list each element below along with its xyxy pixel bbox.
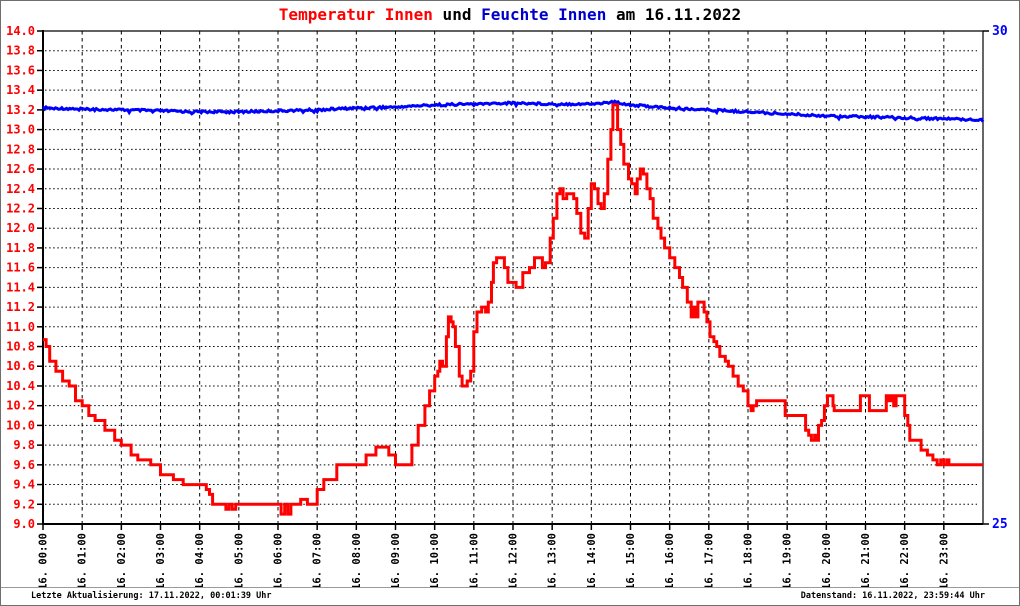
svg-text:25: 25 xyxy=(992,517,1008,532)
svg-text:13.0: 13.0 xyxy=(6,123,35,137)
svg-text:10.0: 10.0 xyxy=(6,418,35,432)
svg-text:16. 10:00: 16. 10:00 xyxy=(429,533,441,589)
svg-text:10.6: 10.6 xyxy=(6,359,35,373)
svg-text:16. 19:00: 16. 19:00 xyxy=(782,533,794,589)
svg-text:16. 08:00: 16. 08:00 xyxy=(351,533,363,589)
last-update-text: Letzte Aktualisierung: 17.11.2022, 00:01… xyxy=(31,591,272,601)
svg-text:10.4: 10.4 xyxy=(6,379,35,393)
svg-text:11.0: 11.0 xyxy=(6,320,35,334)
svg-text:10.2: 10.2 xyxy=(6,399,35,413)
svg-text:16. 12:00: 16. 12:00 xyxy=(508,533,520,589)
svg-text:13.8: 13.8 xyxy=(6,44,35,58)
svg-text:16. 13:00: 16. 13:00 xyxy=(547,533,559,589)
svg-text:13.6: 13.6 xyxy=(6,63,35,77)
svg-text:16. 11:00: 16. 11:00 xyxy=(468,533,480,589)
svg-text:30: 30 xyxy=(992,24,1008,39)
svg-text:16. 01:00: 16. 01:00 xyxy=(77,533,89,589)
svg-text:12.6: 12.6 xyxy=(6,162,35,176)
svg-text:16. 02:00: 16. 02:00 xyxy=(116,533,128,589)
svg-text:16. 22:00: 16. 22:00 xyxy=(899,533,911,589)
chart-title: Temperatur Innen und Feuchte Innen am 16… xyxy=(1,5,1019,24)
svg-text:16. 16:00: 16. 16:00 xyxy=(664,533,676,589)
svg-text:16. 21:00: 16. 21:00 xyxy=(860,533,872,589)
svg-text:12.0: 12.0 xyxy=(6,221,35,235)
svg-text:12.4: 12.4 xyxy=(6,182,35,196)
svg-text:16. 18:00: 16. 18:00 xyxy=(743,533,755,589)
chart-title-humidity: Feuchte Innen xyxy=(481,5,607,24)
svg-text:16. 09:00: 16. 09:00 xyxy=(390,533,402,589)
chart-title-und: und xyxy=(432,5,482,24)
svg-text:11.2: 11.2 xyxy=(6,300,35,314)
svg-text:16. 17:00: 16. 17:00 xyxy=(703,533,715,589)
svg-text:10.8: 10.8 xyxy=(6,340,35,354)
svg-text:11.4: 11.4 xyxy=(6,280,35,294)
svg-text:16. 23:00: 16. 23:00 xyxy=(938,533,950,589)
svg-text:13.2: 13.2 xyxy=(6,103,35,117)
svg-text:16. 20:00: 16. 20:00 xyxy=(821,533,833,589)
svg-text:11.6: 11.6 xyxy=(6,261,35,275)
svg-text:16. 14:00: 16. 14:00 xyxy=(586,533,598,589)
svg-text:16. 07:00: 16. 07:00 xyxy=(312,533,324,589)
svg-text:16. 03:00: 16. 03:00 xyxy=(155,533,167,589)
status-bar: Letzte Aktualisierung: 17.11.2022, 00:01… xyxy=(1,587,1019,605)
svg-text:16. 15:00: 16. 15:00 xyxy=(625,533,637,589)
svg-text:16. 06:00: 16. 06:00 xyxy=(273,533,285,589)
data-state-text: Datenstand: 16.11.2022, 23:59:44 Uhr xyxy=(800,591,985,601)
svg-text:9.2: 9.2 xyxy=(13,497,35,511)
chart-canvas: 9.0 9.2 9.4 9.6 9.8 10.0 10.2 10.4 10.6 10.8 11.0 1… xyxy=(6,24,1008,589)
svg-text:11.8: 11.8 xyxy=(6,241,35,255)
svg-text:13.4: 13.4 xyxy=(6,83,35,97)
svg-text:16. 04:00: 16. 04:00 xyxy=(194,533,206,589)
svg-text:9.0: 9.0 xyxy=(13,517,35,531)
svg-text:16. 05:00: 16. 05:00 xyxy=(233,533,245,589)
svg-text:14.0: 14.0 xyxy=(6,24,35,38)
chart-title-temperature: Temperatur Innen xyxy=(278,5,433,24)
svg-text:9.4: 9.4 xyxy=(13,478,35,492)
svg-text:9.6: 9.6 xyxy=(13,458,35,472)
svg-text:9.8: 9.8 xyxy=(13,438,35,452)
svg-text:12.2: 12.2 xyxy=(6,201,35,215)
chart-title-date: am 16.11.2022 xyxy=(606,5,742,24)
svg-text:16. 00:00: 16. 00:00 xyxy=(38,533,50,589)
svg-text:12.8: 12.8 xyxy=(6,142,35,156)
